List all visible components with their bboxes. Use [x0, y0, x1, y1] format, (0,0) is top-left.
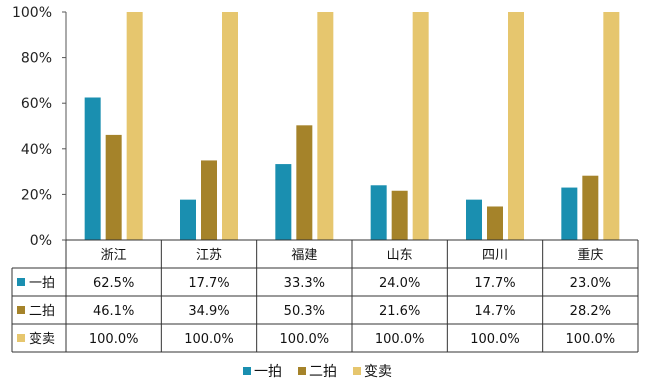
category-label: 浙江: [101, 248, 127, 263]
row-legend-key: [17, 278, 25, 286]
legend-swatch: [353, 367, 361, 375]
bar: [180, 199, 196, 240]
bar: [466, 199, 482, 240]
y-tick-label: 100%: [12, 5, 52, 21]
bar: [201, 160, 217, 240]
bar: [317, 12, 334, 240]
bar: [105, 134, 122, 240]
row-series-label: 一拍: [29, 276, 55, 291]
legend-swatch: [298, 367, 306, 375]
legend-entry: 变卖: [364, 364, 392, 380]
data-cell: 46.1%: [93, 304, 134, 319]
bar: [561, 187, 578, 240]
row-series-label: 变卖: [29, 331, 55, 347]
bar: [487, 206, 503, 240]
category-label: 山东: [387, 248, 413, 263]
y-tick-label: 20%: [21, 187, 52, 203]
legend-entry: 一拍: [254, 364, 282, 380]
legend: 一拍 二拍 变卖: [243, 364, 392, 380]
row-series-label: 二拍: [29, 304, 55, 319]
y-tick-label: 60%: [21, 96, 52, 112]
category-label: 福建: [291, 248, 317, 263]
bars: [84, 12, 620, 240]
y-tick-label: 80%: [21, 51, 52, 67]
y-axis-ticks: 100% 80% 60% 40% 20% 0%: [12, 5, 67, 249]
data-cell: 100.0%: [566, 332, 616, 347]
data-cell: 100.0%: [184, 332, 234, 347]
bar: [391, 190, 408, 240]
data-cell: 14.7%: [474, 304, 515, 319]
data-cell: 21.6%: [379, 304, 420, 319]
data-cell: 50.3%: [284, 304, 325, 319]
data-cell: 28.2%: [570, 304, 611, 319]
bar: [370, 185, 387, 240]
data-cell: 100.0%: [280, 332, 330, 347]
data-cell: 34.9%: [188, 304, 229, 319]
data-cell: 62.5%: [93, 276, 134, 291]
data-cell: 24.0%: [379, 276, 420, 291]
category-label: 四川: [482, 248, 508, 263]
bar: [84, 97, 101, 240]
bar: [412, 12, 429, 240]
data-cell: 33.3%: [284, 276, 325, 291]
bar: [582, 175, 599, 240]
data-cell: 23.0%: [570, 276, 611, 291]
bar: [222, 12, 238, 240]
data-cell: 100.0%: [375, 332, 425, 347]
bar: [275, 164, 292, 240]
row-legend-key: [17, 306, 25, 314]
data-cell: 100.0%: [89, 332, 139, 347]
data-cell: 17.7%: [188, 276, 229, 291]
category-label: 江苏: [196, 247, 222, 263]
bar: [126, 12, 143, 240]
legend-swatch: [243, 367, 251, 375]
bar: [603, 12, 620, 240]
bar: [296, 125, 313, 240]
y-tick-label: 0%: [30, 233, 52, 249]
bar: [508, 12, 524, 240]
row-legend-key: [17, 334, 25, 342]
legend-entry: 二拍: [309, 364, 337, 380]
data-cell: 100.0%: [470, 332, 520, 347]
y-tick-label: 40%: [21, 142, 52, 158]
category-label: 重庆: [577, 247, 603, 263]
data-cell: 17.7%: [474, 276, 515, 291]
